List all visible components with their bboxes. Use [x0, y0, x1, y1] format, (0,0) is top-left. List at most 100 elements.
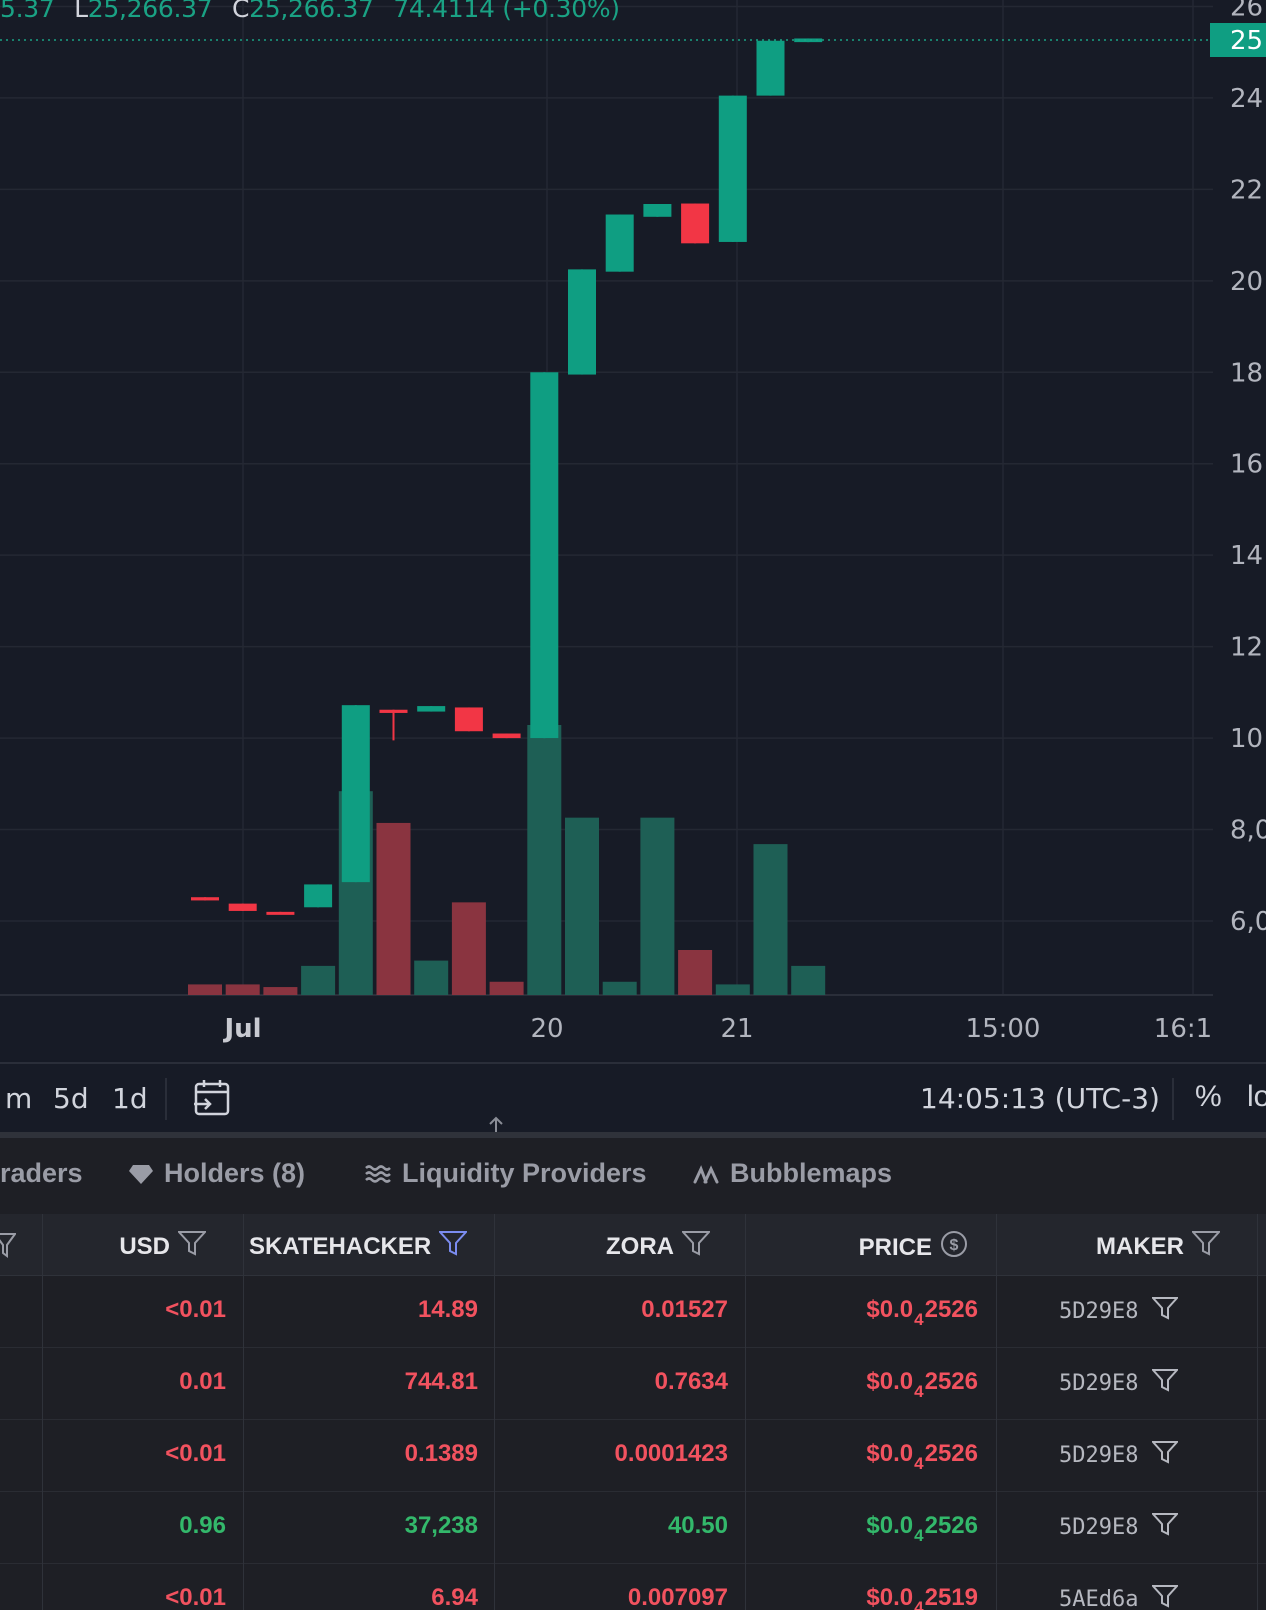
- ohlc-low-key: L: [74, 0, 88, 23]
- column-header-label: USD: [119, 1232, 170, 1260]
- toolbar-divider: [165, 1078, 167, 1120]
- filter-icon[interactable]: [0, 1232, 17, 1263]
- tab-traders[interactable]: raders: [0, 1158, 83, 1189]
- tab-bubblemaps[interactable]: Bubblemaps: [692, 1158, 892, 1189]
- volume-bar: [791, 965, 826, 995]
- price-zero-count: 4: [914, 1598, 924, 1610]
- maker-cell[interactable]: 5D29E8: [1059, 1296, 1180, 1326]
- column-divider: [494, 1214, 495, 1610]
- percent-scale-toggle[interactable]: %: [1195, 1080, 1222, 1113]
- panel-resize-handle[interactable]: [0, 1132, 1266, 1138]
- maker-cell[interactable]: 5D29E8: [1059, 1512, 1180, 1542]
- maker-address[interactable]: 5AEd6a: [1059, 1586, 1139, 1610]
- table-row[interactable]: <0.01 14.89 0.01527 $0.042526 5D29E8: [0, 1276, 1266, 1348]
- price-axis-label: 26: [1230, 0, 1263, 22]
- column-header-label: SKATEHACKER: [249, 1232, 432, 1260]
- toolbar-divider: [1172, 1078, 1174, 1120]
- tab-label: Bubblemaps: [730, 1158, 893, 1188]
- filter-active-icon[interactable]: [437, 1230, 469, 1263]
- column-header-skatehacker[interactable]: SKATEHACKER: [249, 1230, 469, 1263]
- filter-icon[interactable]: [176, 1230, 208, 1263]
- volume-bar: [715, 984, 750, 995]
- price-prefix: $0.0: [866, 1368, 914, 1395]
- price-axis-label: 8,0: [1230, 816, 1266, 846]
- price-axis-label: 20: [1230, 267, 1263, 297]
- price-cell: $0.042526: [866, 1368, 978, 1401]
- price-axis-label: 18: [1230, 358, 1263, 388]
- price-axis-label: 10: [1230, 724, 1263, 754]
- price-digits: 2526: [924, 1512, 978, 1539]
- column-header-label: ZORA: [606, 1232, 674, 1260]
- waves-icon: [364, 1163, 392, 1185]
- candle-body: [454, 707, 483, 732]
- usd-cell: <0.01: [165, 1440, 226, 1467]
- volume-bar: [301, 965, 336, 995]
- filter-icon[interactable]: [1151, 1440, 1180, 1470]
- maker-address[interactable]: 5D29E8: [1059, 1442, 1139, 1468]
- candle-body: [304, 884, 333, 908]
- filter-icon[interactable]: [1190, 1230, 1222, 1263]
- price-zero-count: 4: [914, 1526, 924, 1545]
- price-prefix: $0.0: [866, 1296, 914, 1323]
- candle-body: [718, 95, 747, 242]
- filter-icon[interactable]: [1151, 1512, 1180, 1542]
- volume-bar: [640, 817, 675, 995]
- table-row[interactable]: <0.01 6.94 0.007097 $0.042519 5AEd6a: [0, 1564, 1266, 1610]
- candlestick-chart-canvas[interactable]: 26 24 22 20 18 16 14 12 10 8,0 6,0 25 Jul 20 21 15:00 16…: [0, 0, 1266, 1060]
- tab-label: Liquidity Providers: [402, 1158, 647, 1188]
- ohlc-change: 74.4114 (+0.30%): [393, 0, 620, 23]
- price-cell: $0.042526: [866, 1296, 978, 1329]
- price-axis-label: 22: [1230, 175, 1263, 205]
- candle-body: [681, 203, 710, 244]
- column-header-maker[interactable]: MAKER: [1096, 1230, 1222, 1263]
- price-digits: 2526: [924, 1368, 978, 1395]
- filter-icon[interactable]: [680, 1230, 712, 1263]
- candle-body: [379, 709, 408, 713]
- tab-liquidity-providers[interactable]: Liquidity Providers: [364, 1158, 647, 1189]
- price-prefix: $0.0: [866, 1584, 914, 1610]
- maker-address[interactable]: 5D29E8: [1059, 1298, 1139, 1324]
- token-amount-cell: 744.81: [404, 1368, 478, 1395]
- maker-cell[interactable]: 5D29E8: [1059, 1440, 1180, 1470]
- column-header-label: MAKER: [1096, 1232, 1184, 1260]
- volume-bar: [263, 987, 298, 995]
- timeframe-5d-button[interactable]: 5d: [53, 1082, 89, 1115]
- time-axis-label: Jul: [222, 1014, 261, 1044]
- currency-toggle-icon[interactable]: $: [940, 1230, 968, 1265]
- price-axis-label: 14: [1230, 541, 1263, 571]
- table-row[interactable]: <0.01 0.1389 0.0001423 $0.042526 5D29E8: [0, 1420, 1266, 1492]
- maker-address[interactable]: 5D29E8: [1059, 1370, 1139, 1396]
- maker-address[interactable]: 5D29E8: [1059, 1514, 1139, 1540]
- zora-amount-cell: 0.007097: [627, 1584, 728, 1610]
- volume-bar: [489, 981, 524, 995]
- column-header-price[interactable]: PRICE $: [859, 1230, 968, 1265]
- volume-bar: [188, 984, 222, 995]
- timeframe-1d-button[interactable]: 1d: [112, 1082, 148, 1115]
- maker-cell[interactable]: 5AEd6a: [1059, 1584, 1180, 1610]
- volume-bar: [678, 950, 713, 995]
- column-header-usd[interactable]: USD: [119, 1230, 208, 1263]
- table-row[interactable]: 0.96 37,238 40.50 $0.042526 5D29E8: [0, 1492, 1266, 1564]
- price-axis-label: 12: [1230, 633, 1263, 663]
- price-chart[interactable]: 26 24 22 20 18 16 14 12 10 8,0 6,0 25 Jul 20 21 15:00 16…: [0, 0, 1266, 1060]
- go-to-date-icon[interactable]: [192, 1078, 232, 1123]
- filter-icon[interactable]: [1151, 1368, 1180, 1398]
- tab-holders[interactable]: Holders (8): [128, 1158, 305, 1189]
- timezone-clock[interactable]: 14:05:13 (UTC-3): [920, 1082, 1160, 1115]
- volume-bar: [565, 817, 599, 995]
- log-scale-toggle[interactable]: lo: [1247, 1080, 1266, 1113]
- timeframe-m-button[interactable]: m: [5, 1082, 33, 1115]
- candle-body: [191, 897, 219, 901]
- maker-cell[interactable]: 5D29E8: [1059, 1368, 1180, 1398]
- filter-icon[interactable]: [1151, 1296, 1180, 1326]
- column-header-zora[interactable]: ZORA: [606, 1230, 712, 1263]
- filter-icon[interactable]: [1151, 1584, 1180, 1610]
- current-price-tag-label: 25: [1230, 26, 1263, 56]
- bubblemaps-icon: [692, 1163, 720, 1185]
- time-axis-label: 16:1: [1154, 1014, 1212, 1044]
- table-row[interactable]: 0.01 744.81 0.7634 $0.042526 5D29E8: [0, 1348, 1266, 1420]
- price-axis-label: 16: [1230, 450, 1263, 480]
- zora-amount-cell: 0.7634: [654, 1368, 728, 1395]
- tab-label: raders: [0, 1158, 83, 1188]
- volume-bar: [602, 981, 637, 995]
